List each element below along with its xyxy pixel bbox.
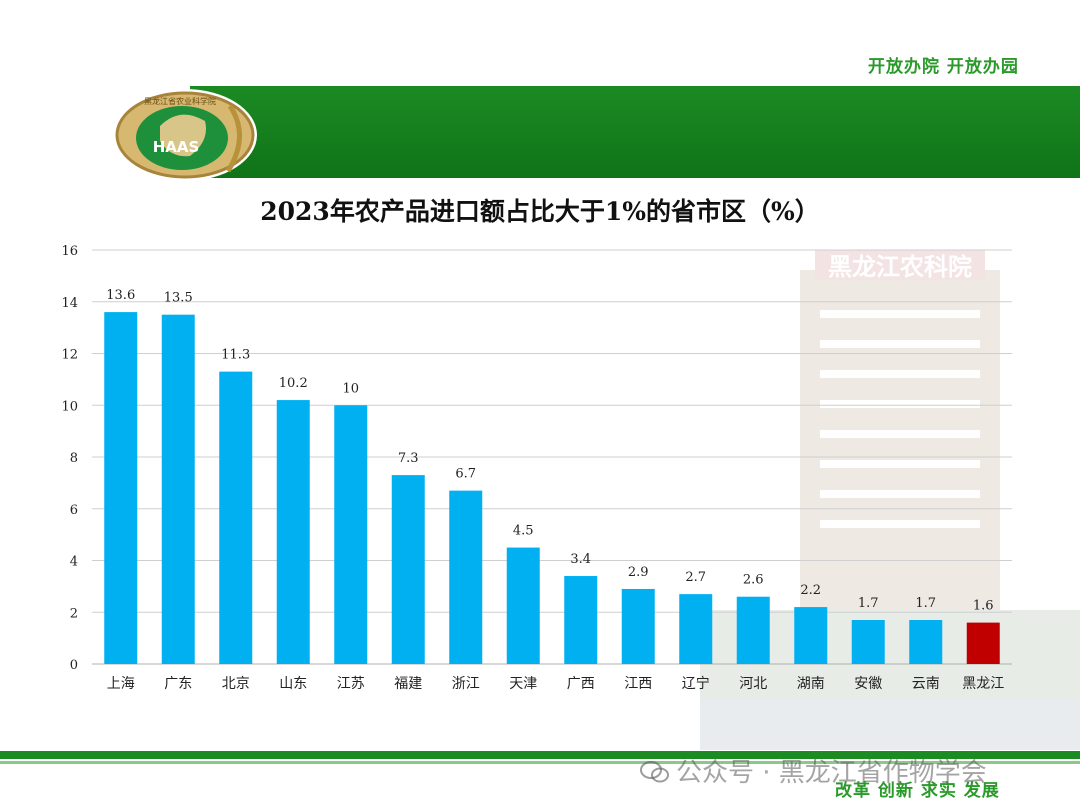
- bar: [679, 594, 713, 664]
- y-tick-label: 8: [70, 451, 78, 466]
- background-building-photo: 黑龙江农科院: [700, 250, 1080, 750]
- chart-title: 2023年农产品进口额占比大于1%的省市区（%）: [260, 197, 820, 226]
- y-tick-label: 12: [61, 348, 78, 363]
- bar: [909, 620, 943, 664]
- bar: [621, 588, 655, 664]
- x-tick-label: 广东: [164, 676, 192, 692]
- footer-band-line: [0, 761, 1080, 764]
- haas-logo: HAAS 黑龙江省农业科学院: [113, 89, 257, 181]
- data-label: 2.7: [685, 570, 706, 585]
- y-tick-label: 0: [70, 658, 78, 673]
- y-tick-label: 10: [61, 399, 78, 414]
- x-tick-label: 山东: [279, 676, 307, 692]
- x-tick-label: 上海: [107, 676, 135, 692]
- bar: [736, 596, 770, 664]
- background-sign-text: 黑龙江农科院: [828, 252, 972, 281]
- data-label: 1.7: [915, 596, 936, 611]
- data-label: 3.4: [570, 552, 591, 567]
- data-label: 13.6: [106, 288, 135, 303]
- footer-band: [0, 751, 1080, 759]
- data-label: 13.5: [164, 291, 193, 306]
- y-tick-label: 6: [70, 503, 78, 518]
- data-label: 11.3: [221, 348, 250, 363]
- data-label: 6.7: [455, 467, 476, 482]
- bar: [104, 312, 138, 664]
- data-label: 2.9: [628, 565, 649, 580]
- x-tick-label: 湖南: [797, 676, 825, 692]
- bar: [276, 400, 310, 664]
- header-band: [190, 86, 1080, 178]
- watermark-text: 公众号 · 黑龙江省作物学会: [676, 758, 987, 788]
- data-label: 1.7: [858, 596, 879, 611]
- logo-text: HAAS: [153, 138, 200, 156]
- y-tick-label: 4: [70, 555, 78, 570]
- slogan-bottom: 改革 创新 求实 发展: [835, 781, 1000, 801]
- bar: [794, 607, 828, 664]
- x-tick-label: 辽宁: [682, 675, 710, 692]
- x-tick-label: 云南: [912, 676, 940, 692]
- slogan-top: 开放办院 开放办园: [868, 57, 1019, 77]
- bar: [391, 475, 425, 664]
- y-tick-label: 2: [70, 606, 78, 621]
- data-label: 2.2: [800, 583, 821, 598]
- data-label: 4.5: [513, 524, 534, 539]
- x-tick-label: 浙江: [452, 676, 480, 692]
- x-tick-label: 江西: [624, 676, 652, 692]
- logo-ring-text: 黑龙江省农业科学院: [144, 96, 216, 106]
- bar: [851, 620, 885, 664]
- x-tick-label: 北京: [222, 676, 250, 692]
- x-tick-label: 福建: [394, 676, 422, 692]
- y-tick-label: 16: [61, 244, 78, 259]
- x-tick-label: 广西: [567, 676, 595, 692]
- bar: [564, 576, 598, 664]
- y-tick-label: 14: [61, 296, 78, 311]
- data-label: 10.2: [279, 376, 308, 391]
- bar: [161, 314, 195, 664]
- wechat-icon: [640, 761, 669, 783]
- bar: [966, 622, 1000, 664]
- bar: [219, 371, 253, 664]
- x-tick-label: 河北: [739, 676, 767, 692]
- x-tick-label: 黑龙江: [962, 676, 1004, 692]
- data-label: 7.3: [398, 451, 419, 466]
- x-tick-label: 天津: [509, 676, 537, 692]
- bar: [334, 405, 368, 664]
- data-label: 2.6: [743, 573, 764, 588]
- watermark: 公众号 · 黑龙江省作物学会: [640, 752, 987, 789]
- bar: [449, 490, 483, 664]
- data-label: 10: [342, 381, 359, 396]
- data-label: 1.6: [973, 599, 994, 614]
- bar: [506, 547, 540, 664]
- x-tick-label: 安徽: [854, 676, 882, 692]
- x-tick-label: 江苏: [337, 676, 365, 692]
